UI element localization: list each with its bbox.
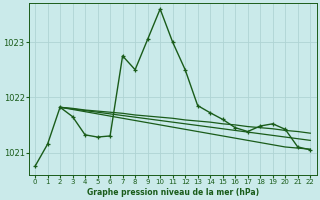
X-axis label: Graphe pression niveau de la mer (hPa): Graphe pression niveau de la mer (hPa) <box>87 188 259 197</box>
